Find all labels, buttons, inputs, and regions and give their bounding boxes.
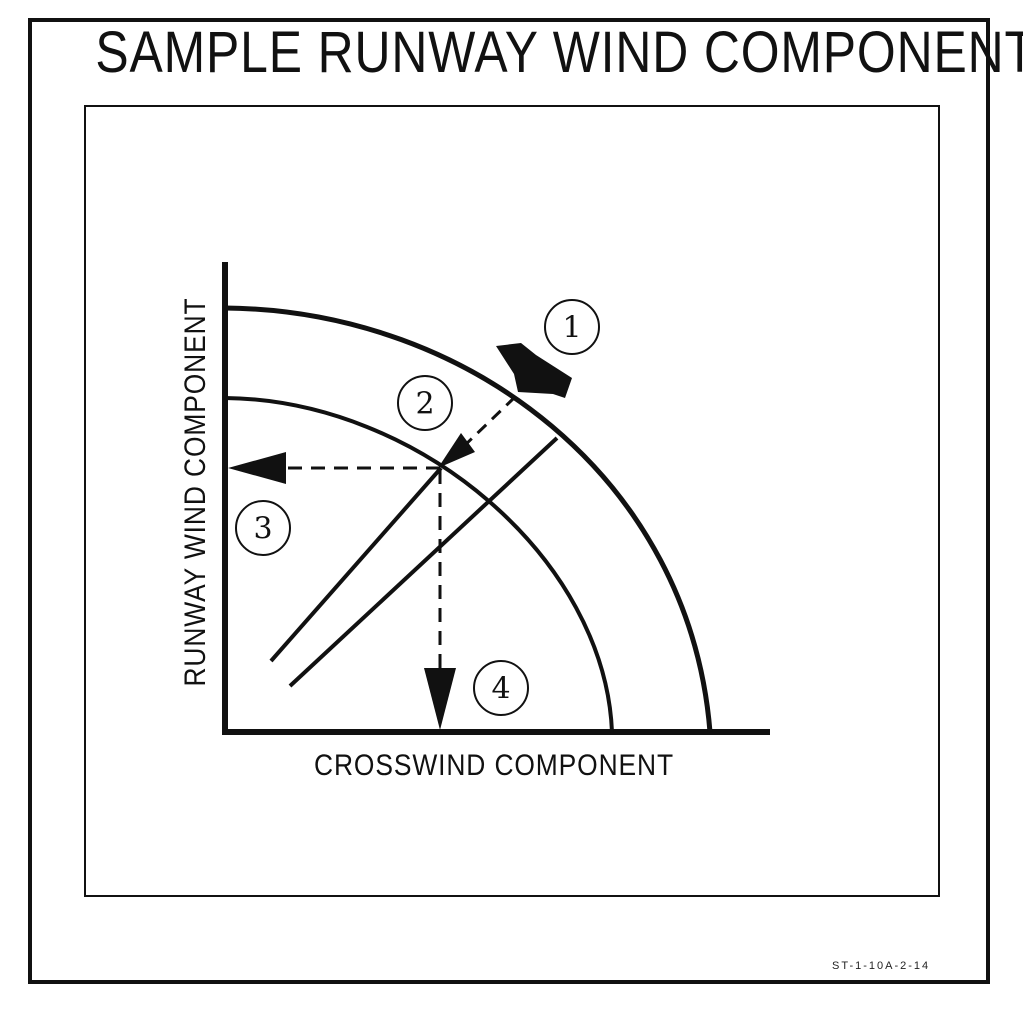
callout-number-1: 1	[562, 311, 581, 346]
crosswind-component-arrowhead-icon	[424, 668, 456, 730]
wind-direction-dashed-line	[460, 395, 517, 450]
runway-component-arrowhead-icon	[228, 452, 286, 484]
callout-circle-2	[397, 375, 453, 431]
page-title: SAMPLE RUNWAY WIND COMPONENTS	[95, 20, 1023, 85]
runway-line-left	[269, 466, 443, 663]
wind-arrow-icon	[496, 343, 572, 398]
callout-circle-3	[235, 500, 291, 556]
callout-circle-4	[473, 660, 529, 716]
intersection-arrowhead-icon	[438, 433, 475, 468]
callout-number-2: 2	[415, 387, 434, 422]
diagram-frame	[84, 105, 940, 897]
outer-frame	[28, 18, 990, 984]
runway-line-right	[288, 436, 559, 688]
callout-number-4: 4	[491, 672, 510, 707]
callout-circle-1	[544, 299, 600, 355]
callout-number-3: 3	[253, 512, 272, 547]
figure-id: ST-1-10A-2-14	[832, 960, 931, 972]
x-axis-label: CROSSWIND COMPONENT	[314, 749, 674, 782]
outer-velocity-arc	[224, 305, 713, 733]
y-axis-label: RUNWAY WIND COMPONENT	[179, 297, 212, 687]
